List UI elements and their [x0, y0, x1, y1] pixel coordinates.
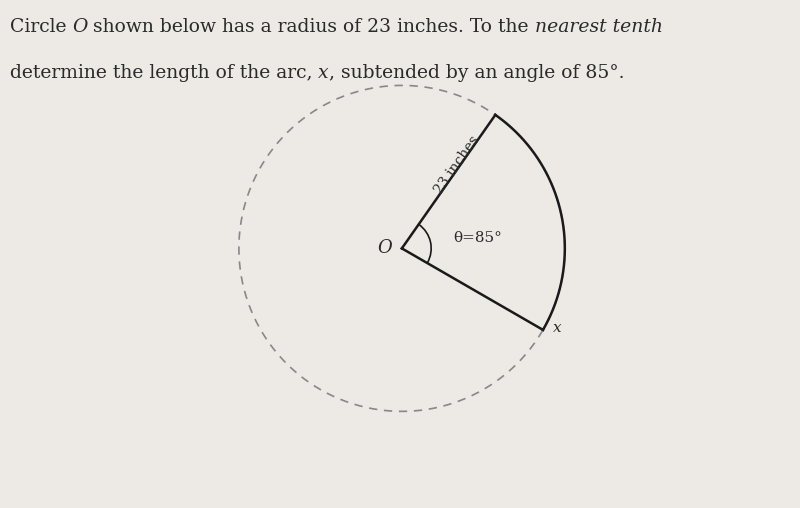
Text: x: x: [553, 321, 562, 335]
Text: determine the length of the arc,: determine the length of the arc,: [10, 64, 318, 81]
Text: O: O: [72, 18, 87, 36]
Text: Circle: Circle: [10, 18, 72, 36]
Text: x: x: [318, 64, 329, 81]
Text: nearest tenth: nearest tenth: [535, 18, 663, 36]
Text: , subtended by an angle of 85°.: , subtended by an angle of 85°.: [329, 64, 624, 81]
Text: 23 inches: 23 inches: [432, 134, 482, 197]
Text: O: O: [378, 239, 392, 258]
Text: shown below has a radius of 23 inches. To the: shown below has a radius of 23 inches. T…: [87, 18, 535, 36]
Text: θ=85°: θ=85°: [453, 231, 502, 245]
